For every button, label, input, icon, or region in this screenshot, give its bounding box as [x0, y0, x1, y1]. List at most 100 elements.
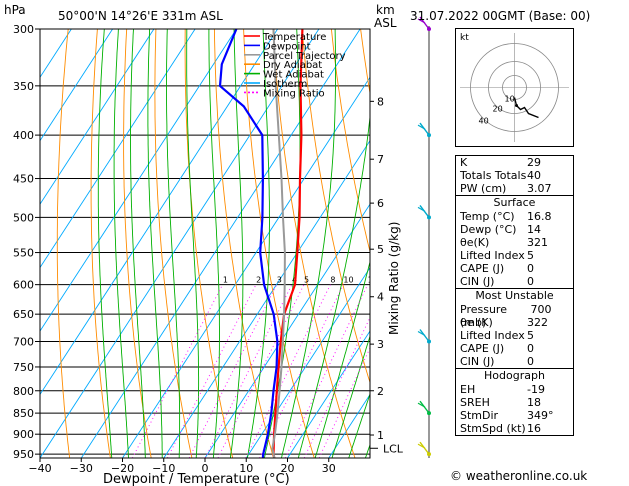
hpa-axis-label: hPa — [4, 3, 26, 17]
surface-section: Surface Temp (°C) 16.8 Dewp (°C) 14 θe(K) 3… — [456, 195, 573, 288]
wind-barb-dot — [427, 452, 431, 457]
wet-adiabat-line — [208, 29, 220, 458]
mixing-ratio-label: 8 — [330, 275, 335, 284]
copyright-footer: © weatheronline.co.uk — [450, 469, 588, 483]
mixing-ratio-line — [284, 284, 369, 458]
mixing-ratio-label: 15 — [368, 275, 378, 284]
mu-cape-row: CAPE (J) 0 — [460, 342, 534, 355]
wind-barb-dot — [427, 339, 431, 344]
legend-label: Dewpoint — [263, 41, 311, 52]
wet-adiabat-line — [97, 29, 113, 458]
isotherm-line — [245, 266, 370, 458]
legend-label: Temperature — [262, 32, 326, 43]
dry-adiabat-line — [330, 29, 370, 254]
surface-temp-row: Temp (°C) 16.8 — [460, 210, 552, 223]
mu-pressure-row: Pressure (mb) 700 — [460, 303, 552, 329]
mixing-ratio-line — [245, 284, 331, 458]
pressure-tick-label: 550 — [13, 247, 34, 260]
wind-barb-dot — [427, 133, 431, 138]
wet-adiabat-line — [297, 112, 370, 458]
dry-adiabat-line — [154, 29, 193, 458]
legend-label: Parcel Trajectory — [263, 51, 346, 62]
wet-adiabat-line — [229, 29, 244, 458]
isotherm-line — [287, 330, 370, 458]
pressure-tick-label: 500 — [13, 211, 34, 224]
most-unstable-section: Most Unstable Pressure (mb) 700 θe (K) 322… — [456, 288, 573, 368]
hodograph-title: Hodograph — [484, 369, 545, 382]
mixing-ratio-line — [303, 316, 370, 458]
surface-title: Surface — [493, 196, 536, 209]
mixing-ratio-label: 5 — [304, 275, 309, 284]
wet-adiabat-line — [246, 29, 270, 458]
isotherm-line — [204, 203, 370, 458]
mu-li-row: Lifted Index 5 — [460, 329, 534, 342]
wind-barb-dot — [427, 411, 431, 416]
series-parcel-trajectory — [271, 29, 286, 458]
mu-theta-row: θe (K) 322 — [460, 316, 548, 329]
legend-label: Wet Adiabat — [263, 70, 324, 81]
chart-profiles — [218, 29, 304, 458]
sreh-row: SREH 18 — [460, 396, 541, 409]
mixing-ratio-line — [259, 284, 344, 458]
dry-adiabat-line — [90, 29, 111, 458]
dry-adiabat-line — [595, 29, 629, 458]
legend-label: Mixing Ratio — [263, 88, 325, 99]
wind-barb-feather — [417, 206, 426, 212]
wet-adiabat-line — [314, 260, 370, 458]
most-unstable-title: Most Unstable — [475, 289, 554, 302]
wet-adiabat-line — [331, 334, 370, 458]
pressure-tick-label: 850 — [13, 407, 34, 420]
hodograph-trace — [513, 97, 539, 119]
temperature-tick-label: −30 — [70, 462, 93, 475]
hodograph-kt-label: kt — [460, 33, 469, 43]
mixing-ratio-label: 10 — [343, 275, 353, 284]
km-label: km — [376, 3, 395, 17]
x-axis-title: Dewpoint / Temperature (°C) — [103, 472, 290, 486]
surface-cape-row: CAPE (J) 0 — [460, 262, 534, 275]
pressure-tick-label: 750 — [13, 361, 34, 374]
mu-cin-row: CIN (J) 0 — [460, 355, 534, 368]
hodograph-panel: kt 10 20 40 — [455, 28, 574, 147]
location-title: 50°00'N 14°26'E 331m ASL — [58, 9, 223, 23]
isotherm-line — [40, 29, 237, 332]
temperature-tick-label: 0 — [202, 462, 209, 475]
series-dewpoint — [218, 29, 279, 458]
dry-adiabat-line — [243, 29, 315, 458]
wind-barb-dot — [427, 27, 431, 31]
isotherm-line — [40, 29, 278, 396]
km-tick-label: 8 — [377, 95, 384, 108]
surface-li-row: Lifted Index 5 — [460, 249, 534, 262]
chart-grid: 1 2 3 4 5 8 10 15 20 25 — [40, 29, 629, 458]
mixing-ratio-label: 1 — [223, 275, 228, 284]
totals-totals-row: Totals Totals 40 — [460, 169, 541, 182]
mixing-ratio-line — [217, 284, 305, 458]
wet-adiabat-line — [186, 29, 200, 458]
wind-barb-feather — [417, 18, 426, 24]
temperature-axis: −40 −30 −20 −10 0 10 20 30 — [28, 458, 336, 475]
wind-barb-feather — [417, 443, 426, 449]
legend-label: Isotherm — [263, 79, 307, 90]
dry-adiabat-line — [301, 29, 370, 384]
temperature-tick-label: 10 — [239, 462, 253, 475]
km-tick-label: 5 — [377, 243, 384, 256]
wet-adiabat-line — [147, 29, 163, 458]
dry-adiabat-line — [123, 29, 152, 458]
surface-theta-row: θe(K) 321 — [460, 236, 548, 249]
hodograph-ring-label: 20 — [493, 105, 503, 114]
temperature-tick-label: 30 — [322, 462, 336, 475]
temperature-tick-label: −40 — [28, 462, 51, 475]
temperature-tick-label: −20 — [111, 462, 134, 475]
pressure-tick-label: 350 — [13, 80, 34, 93]
isotherm-line — [40, 29, 320, 458]
mixing-ratio-label: 3 — [277, 275, 282, 284]
stmspd-row: StmSpd (kt) 16 — [460, 422, 541, 435]
wet-adiabat-line — [130, 29, 146, 458]
hodograph-section: Hodograph EH -19 SREH 18 StmDir 349° StmSpd… — [456, 368, 573, 435]
mixing-ratio-label: 2 — [256, 275, 261, 284]
dry-adiabat-line — [184, 29, 234, 458]
mixing-ratio-line — [318, 346, 370, 458]
legend-label: Dry Adiabat — [263, 60, 322, 71]
